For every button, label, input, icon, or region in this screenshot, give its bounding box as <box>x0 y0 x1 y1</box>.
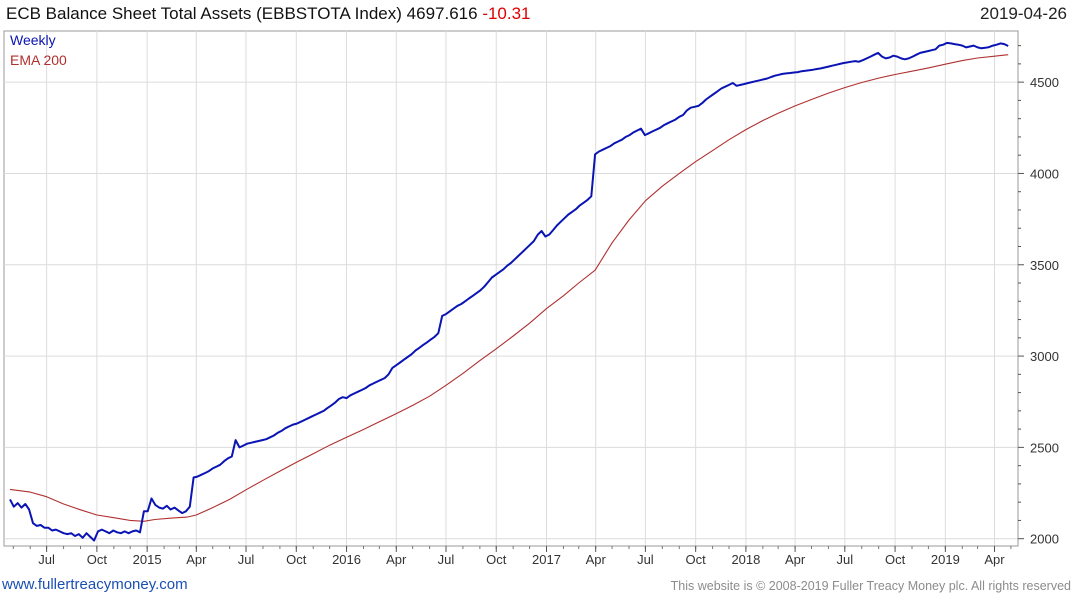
x-tick-label: Jul <box>38 552 55 567</box>
x-tick-label: 2019 <box>931 552 960 567</box>
chart-title: ECB Balance Sheet Total Assets (EBBSTOTA… <box>6 4 531 24</box>
x-tick-label: Oct <box>87 552 108 567</box>
x-tick-label: Apr <box>984 552 1005 567</box>
copyright-notice: This website is © 2008-2019 Fuller Treac… <box>670 579 1071 593</box>
x-axis: Jul Oct 2015 Apr Jul Oct 2016 Apr Jul Oct 2017 Apr J… <box>4 545 1018 567</box>
x-tick-label: Apr <box>785 552 806 567</box>
x-tick-label: Oct <box>486 552 507 567</box>
vertical-gridlines <box>46 31 996 546</box>
x-tick-label: Apr <box>386 552 407 567</box>
x-tick-label: Oct <box>885 552 906 567</box>
y-tick-label: 3000 <box>1030 349 1059 364</box>
series-lines <box>9 41 1009 542</box>
y-tick-label: 4500 <box>1030 75 1059 90</box>
legend: Weekly EMA 200 <box>10 32 67 68</box>
x-tick-label: Jul <box>238 552 255 567</box>
x-tick-label: Jul <box>836 552 853 567</box>
y-tick-label: 2500 <box>1030 440 1059 455</box>
x-tick-label: 2017 <box>532 552 561 567</box>
y-tick-label: 2000 <box>1030 532 1059 547</box>
x-tick-label: Oct <box>286 552 307 567</box>
x-tick-label: Jul <box>438 552 455 567</box>
plot-area <box>3 30 1019 547</box>
index-name: ECB Balance Sheet Total Assets (EBBSTOTA… <box>6 4 402 23</box>
x-tick-label: Apr <box>186 552 207 567</box>
x-tick-label: Apr <box>586 552 607 567</box>
legend-entry: Weekly <box>10 32 56 48</box>
website-link[interactable]: www.fullertreacymoney.com <box>2 576 188 593</box>
horizontal-gridlines <box>4 81 1018 540</box>
legend-entry: EMA 200 <box>10 52 67 68</box>
x-tick-label: 2018 <box>731 552 760 567</box>
as-of-date: 2019-04-26 <box>980 4 1067 23</box>
x-tick-label: Oct <box>686 552 707 567</box>
ema-200-series-line <box>9 54 1009 522</box>
y-axis: 2000 2500 3000 3500 4000 4500 <box>1017 31 1059 547</box>
x-tick-label: 2016 <box>332 552 361 567</box>
weekly-series-line <box>9 41 1009 542</box>
x-tick-label: 2015 <box>133 552 162 567</box>
y-tick-label: 4000 <box>1030 166 1059 181</box>
line-chart: Jul Oct 2015 Apr Jul Oct 2016 Apr Jul Oct 2017 Apr J… <box>3 30 1059 567</box>
x-tick-label: Jul <box>637 552 654 567</box>
change-value: -10.31 <box>482 4 531 23</box>
y-tick-label: 3500 <box>1030 258 1059 273</box>
last-value: 4697.616 <box>406 4 478 23</box>
